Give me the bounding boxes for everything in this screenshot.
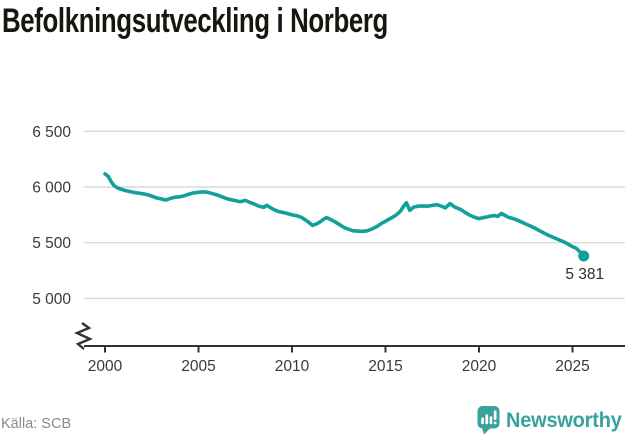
x-axis-tick-label: 2025 [555, 358, 589, 375]
population-series-line [103, 172, 586, 258]
newsworthy-brand-text: Newsworthy [506, 408, 622, 432]
x-axis-tick-label: 2020 [462, 358, 497, 375]
end-point-value-label: 5 381 [565, 266, 604, 283]
x-axis-tick-label: 2015 [368, 358, 402, 375]
axis-break-icon [74, 322, 93, 350]
end-point-marker [578, 250, 590, 262]
y-axis-tick-label: 6 500 [32, 124, 71, 141]
y-axis-tick-label: 6 000 [32, 180, 71, 197]
x-axis-tick-label: 2010 [275, 358, 310, 375]
newsworthy-logo: Newsworthy [477, 406, 628, 435]
y-axis-tick-label: 5 500 [32, 235, 71, 252]
source-label: Källa: SCB [1, 416, 72, 432]
chart-title: Befolkningsutveckling i Norberg [2, 2, 388, 40]
x-axis-tick-label: 2000 [88, 358, 123, 375]
x-axis-tick-label: 2005 [181, 358, 215, 375]
newsworthy-logo-icon [477, 406, 500, 435]
y-axis-tick-label: 5 000 [32, 291, 71, 308]
